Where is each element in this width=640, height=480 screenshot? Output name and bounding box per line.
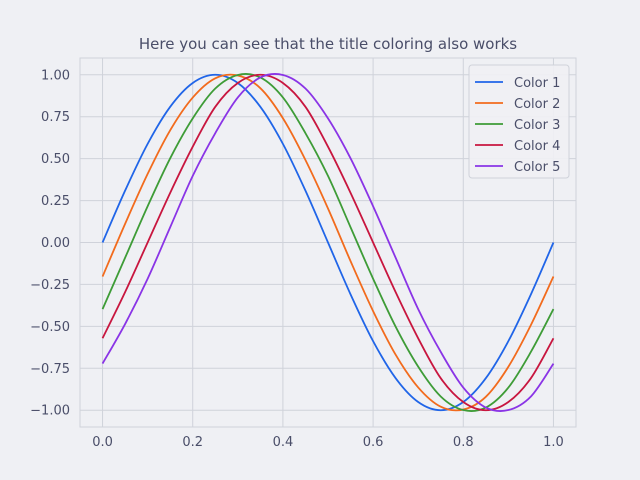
y-tick-label: −1.00 — [30, 404, 70, 419]
y-tick-label: −0.25 — [30, 278, 70, 293]
x-tick-label: 0.4 — [273, 435, 294, 450]
x-tick-label: 1.0 — [543, 435, 564, 450]
chart-title: Here you can see that the title coloring… — [139, 35, 517, 53]
y-tick-label: −0.50 — [30, 320, 70, 335]
x-tick-label: 0.6 — [363, 435, 384, 450]
legend-label: Color 5 — [514, 160, 560, 175]
y-tick-label: 0.25 — [41, 194, 70, 209]
legend-label: Color 3 — [514, 118, 560, 133]
legend: Color 1 Color 2 Color 3 Color 4 Color 5 — [469, 65, 569, 178]
y-tick-label: 1.00 — [41, 68, 70, 83]
legend-label: Color 2 — [514, 97, 560, 112]
x-tick-label: 0.8 — [453, 435, 474, 450]
y-tick-label: 0.00 — [41, 236, 70, 251]
legend-label: Color 4 — [514, 139, 560, 154]
x-tick-label: 0.0 — [92, 435, 113, 450]
x-tick-label: 0.2 — [182, 435, 203, 450]
y-tick-label: 0.50 — [41, 152, 70, 167]
y-tick-label: −0.75 — [30, 362, 70, 377]
legend-label: Color 1 — [514, 76, 560, 91]
y-tick-label: 0.75 — [41, 110, 70, 125]
